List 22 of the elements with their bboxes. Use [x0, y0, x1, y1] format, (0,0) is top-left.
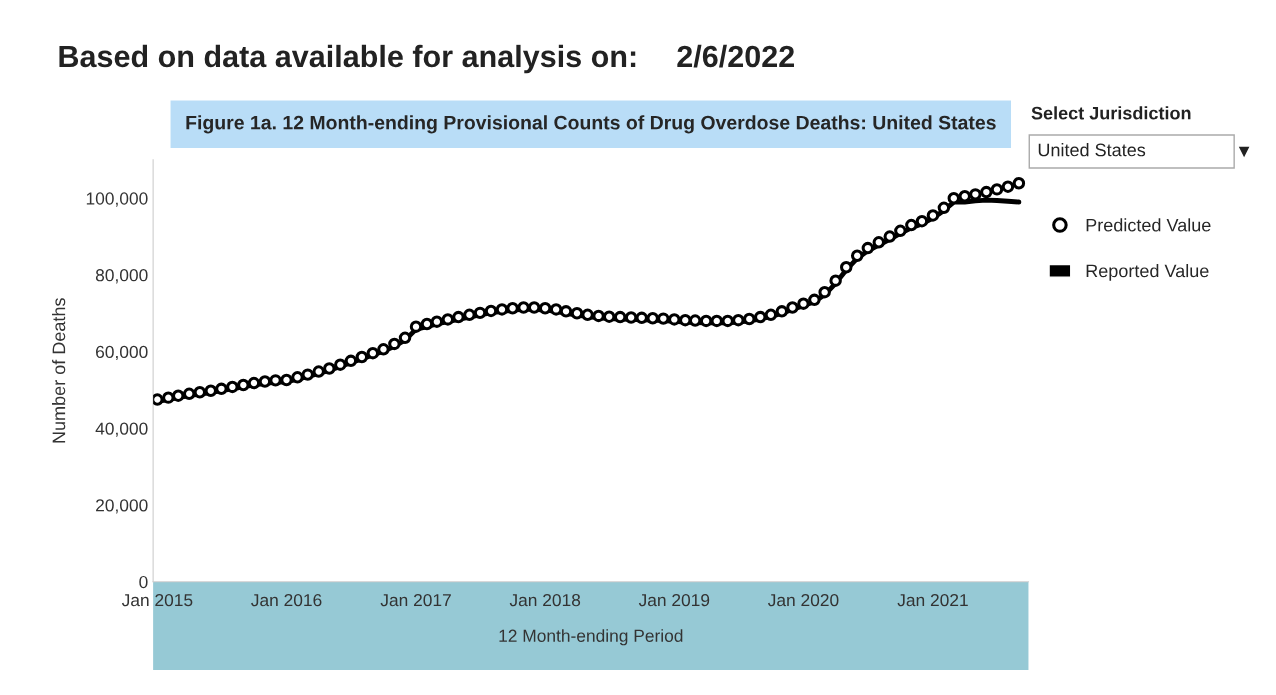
y-tick-label: 20,000	[96, 499, 148, 514]
legend-label: Predicted Value	[1086, 218, 1211, 232]
x-tick-label: Jan 2015	[121, 593, 193, 607]
y-tick-label: 100,000	[86, 192, 148, 207]
x-tick-label: Jan 2019	[638, 593, 710, 607]
text: 2/6/2022	[677, 44, 794, 68]
text: Based on data available for analysis on:	[59, 44, 636, 74]
x-tick-label: Jan 2021	[897, 593, 968, 607]
text: United States	[1038, 143, 1146, 157]
x-tick-label: Jan 2020	[767, 593, 839, 607]
y-tick-label: 40,000	[95, 422, 148, 437]
y-tick-label: 60,000	[96, 345, 148, 361]
text: Select Jurisdiction	[1031, 106, 1191, 120]
y-tick-label: 80,000	[95, 269, 148, 284]
x-tick-label: Jan 2017	[380, 593, 451, 607]
y-axis-title: Number of Deaths	[52, 298, 66, 443]
x-tick-label: Jan 2018	[509, 593, 581, 607]
x-tick-label: Jan 2016	[251, 593, 322, 607]
chart-title: Figure 1a. 12 Month-ending Provisional Counts of Drug Overdose Deaths: United States	[186, 115, 996, 134]
legend-label: Reported Value	[1086, 264, 1209, 281]
x-axis-title: 12 Month-ending Period	[499, 629, 683, 646]
y-tick-label: 0	[139, 575, 148, 589]
